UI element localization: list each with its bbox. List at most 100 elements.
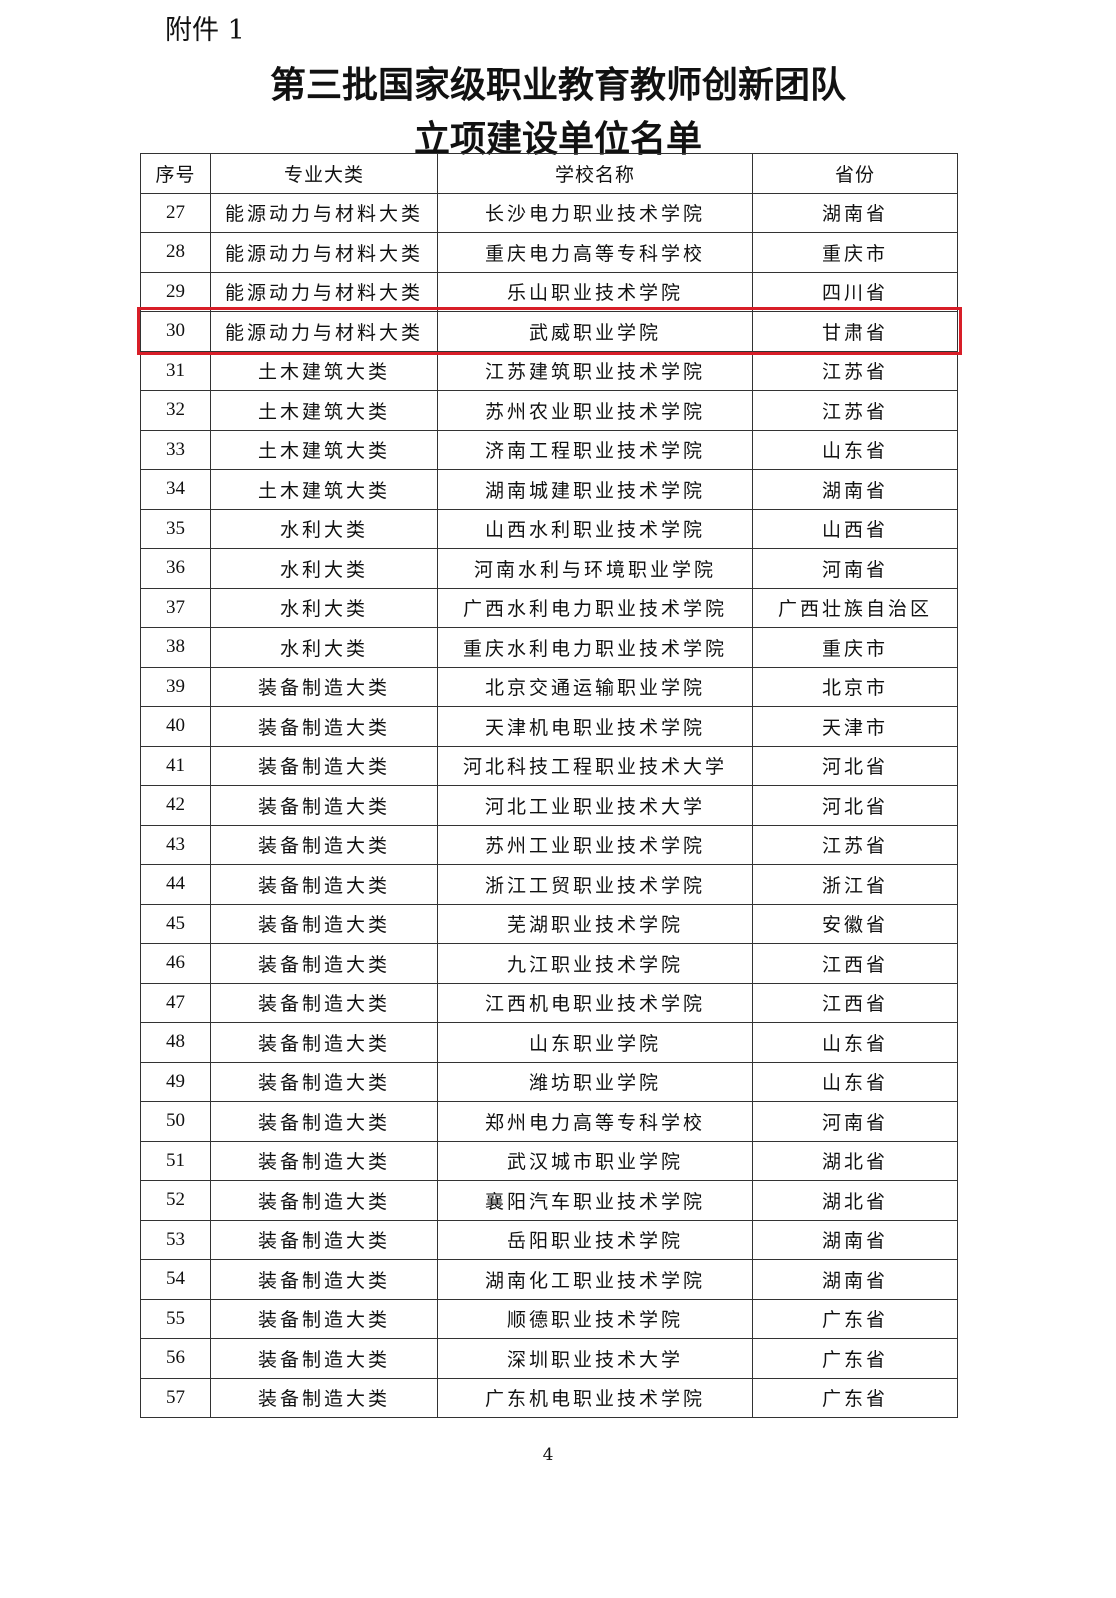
cell-school: 岳阳职业技术学院 [437,1219,753,1260]
cell-province: 重庆市 [752,232,958,273]
cell-school: 河南水利与环境职业学院 [437,548,753,589]
cell-school: 江西机电职业技术学院 [437,982,753,1023]
cell-index: 45 [140,903,211,944]
cell-province: 河南省 [752,548,958,589]
table-row: 43 装备制造大类 苏州工业职业技术学院 江苏省 [140,824,958,865]
cell-school: 郑州电力高等专科学校 [437,1101,753,1142]
cell-province: 广东省 [752,1377,958,1418]
cell-province: 江西省 [752,943,958,984]
table-row: 40 装备制造大类 天津机电职业技术学院 天津市 [140,706,958,747]
cell-province: 浙江省 [752,864,958,905]
cell-index: 52 [140,1180,211,1221]
cell-province: 山东省 [752,429,958,470]
cell-province: 湖南省 [752,1219,958,1260]
cell-index: 56 [140,1338,211,1379]
cell-province: 湖南省 [752,192,958,233]
cell-category: 装备制造大类 [210,1338,438,1379]
header-province: 省份 [752,153,958,194]
table-row: 36 水利大类 河南水利与环境职业学院 河南省 [140,548,958,589]
cell-index: 55 [140,1298,211,1339]
cell-index: 30 [140,311,211,352]
cell-category: 水利大类 [210,627,438,668]
cell-school: 重庆电力高等专科学校 [437,232,753,273]
cell-school: 长沙电力职业技术学院 [437,192,753,233]
cell-school: 北京交通运输职业学院 [437,666,753,707]
table-row: 37 水利大类 广西水利电力职业技术学院 广西壮族自治区 [140,587,958,628]
cell-school: 苏州农业职业技术学院 [437,390,753,431]
cell-province: 天津市 [752,706,958,747]
cell-index: 43 [140,824,211,865]
table-row: 35 水利大类 山西水利职业技术学院 山西省 [140,508,958,549]
cell-index: 41 [140,745,211,786]
cell-index: 33 [140,429,211,470]
cell-category: 能源动力与材料大类 [210,311,438,352]
cell-school: 河北工业职业技术大学 [437,785,753,826]
cell-school: 天津机电职业技术学院 [437,706,753,747]
table-row: 55 装备制造大类 顺德职业技术学院 广东省 [140,1298,958,1339]
cell-school: 广西水利电力职业技术学院 [437,587,753,628]
cell-index: 44 [140,864,211,905]
table-row: 39 装备制造大类 北京交通运输职业学院 北京市 [140,666,958,707]
cell-index: 42 [140,785,211,826]
table-row: 57 装备制造大类 广东机电职业技术学院 广东省 [140,1377,958,1418]
table-row: 30 能源动力与材料大类 武威职业学院 甘肃省 [140,311,958,352]
page-number: 4 [542,1445,554,1465]
cell-index: 54 [140,1259,211,1300]
cell-category: 装备制造大类 [210,903,438,944]
table-row: 56 装备制造大类 深圳职业技术大学 广东省 [140,1338,958,1379]
cell-category: 装备制造大类 [210,864,438,905]
cell-category: 土木建筑大类 [210,350,438,391]
table-header-row: 序号 专业大类 学校名称 省份 [140,153,958,194]
cell-school: 乐山职业技术学院 [437,271,753,312]
cell-category: 装备制造大类 [210,1140,438,1181]
table-row: 31 土木建筑大类 江苏建筑职业技术学院 江苏省 [140,350,958,391]
cell-school: 浙江工贸职业技术学院 [437,864,753,905]
cell-school: 江苏建筑职业技术学院 [437,350,753,391]
cell-category: 能源动力与材料大类 [210,232,438,273]
cell-province: 山东省 [752,1061,958,1102]
cell-province: 重庆市 [752,627,958,668]
cell-index: 49 [140,1061,211,1102]
table-row: 50 装备制造大类 郑州电力高等专科学校 河南省 [140,1101,958,1142]
cell-province: 江苏省 [752,824,958,865]
cell-province: 北京市 [752,666,958,707]
cell-category: 水利大类 [210,508,438,549]
cell-school: 山西水利职业技术学院 [437,508,753,549]
cell-school: 湖南化工职业技术学院 [437,1259,753,1300]
cell-category: 装备制造大类 [210,1101,438,1142]
cell-province: 广东省 [752,1298,958,1339]
header-category: 专业大类 [210,153,438,194]
cell-category: 装备制造大类 [210,785,438,826]
header-index: 序号 [140,153,211,194]
cell-province: 广西壮族自治区 [752,587,958,628]
cell-category: 土木建筑大类 [210,469,438,510]
cell-category: 装备制造大类 [210,824,438,865]
cell-index: 31 [140,350,211,391]
table-row: 49 装备制造大类 潍坊职业学院 山东省 [140,1061,958,1102]
cell-category: 装备制造大类 [210,1259,438,1300]
cell-school: 河北科技工程职业技术大学 [437,745,753,786]
cell-index: 29 [140,271,211,312]
cell-index: 27 [140,192,211,233]
cell-province: 江西省 [752,982,958,1023]
cell-school: 武威职业学院 [437,311,753,352]
cell-school: 广东机电职业技术学院 [437,1377,753,1418]
cell-school: 九江职业技术学院 [437,943,753,984]
table-row: 46 装备制造大类 九江职业技术学院 江西省 [140,943,958,984]
cell-index: 39 [140,666,211,707]
cell-index: 46 [140,943,211,984]
cell-province: 湖北省 [752,1180,958,1221]
cell-school: 武汉城市职业学院 [437,1140,753,1181]
cell-index: 47 [140,982,211,1023]
cell-index: 32 [140,390,211,431]
cell-category: 装备制造大类 [210,666,438,707]
cell-school: 湖南城建职业技术学院 [437,469,753,510]
cell-category: 装备制造大类 [210,1298,438,1339]
cell-index: 28 [140,232,211,273]
table-row: 51 装备制造大类 武汉城市职业学院 湖北省 [140,1140,958,1181]
cell-province: 山西省 [752,508,958,549]
cell-school: 芜湖职业技术学院 [437,903,753,944]
cell-province: 湖南省 [752,1259,958,1300]
cell-index: 36 [140,548,211,589]
unit-list-table: 序号 专业大类 学校名称 省份 27 能源动力与材料大类 长沙电力职业技术学院 湖南省… [140,153,958,1418]
